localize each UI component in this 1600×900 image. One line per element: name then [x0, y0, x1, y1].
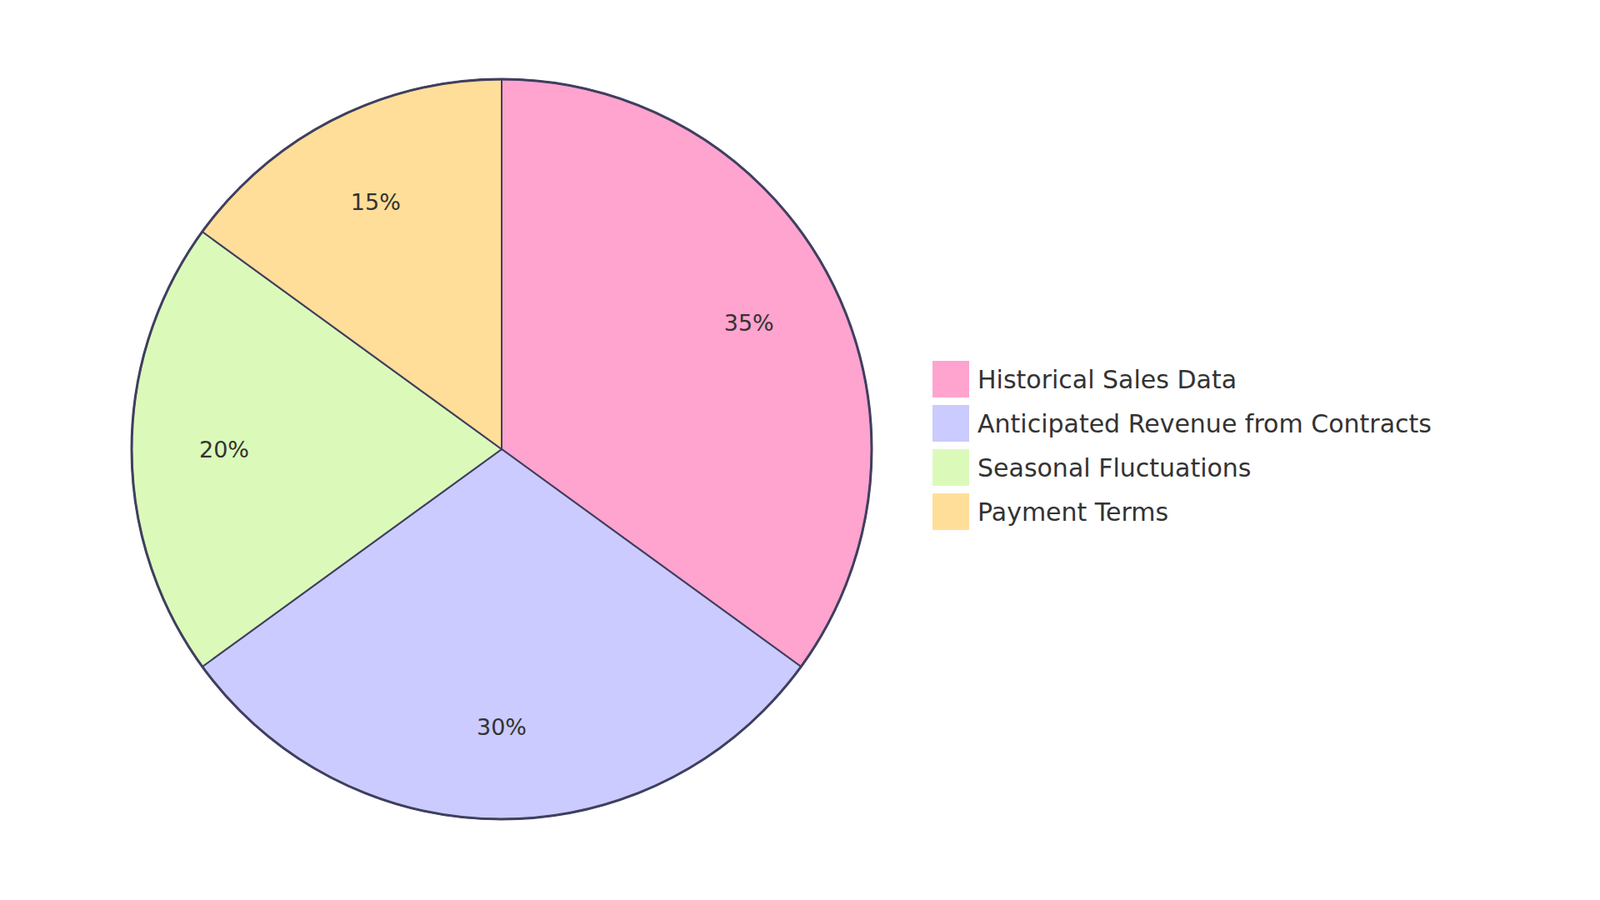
legend-label: Anticipated Revenue from Contracts: [977, 409, 1432, 439]
legend-label: Payment Terms: [977, 497, 1169, 527]
legend-item: Anticipated Revenue from Contracts: [932, 405, 1432, 442]
data-label: 30%: [476, 714, 527, 740]
legend: Historical Sales Data Anticipated Revenue…: [932, 360, 1432, 530]
pie-outline: [131, 79, 872, 820]
legend-item: Payment Terms: [932, 493, 1169, 530]
legend-swatch: [932, 405, 970, 442]
legend-swatch: [932, 360, 970, 398]
legend-item: Historical Sales Data: [932, 360, 1237, 398]
data-label: 20%: [199, 436, 250, 463]
legend-label: Historical Sales Data: [977, 365, 1237, 395]
chart: 35% 30% 20% 15% Historical Sales Data Anticip…: [0, 0, 1600, 900]
legend-swatch: [932, 449, 970, 486]
data-label: 35%: [724, 310, 775, 336]
pie: 35% 30% 20% 15%: [131, 79, 872, 820]
legend-swatch: [932, 493, 970, 530]
data-label: 15%: [350, 189, 401, 215]
legend-item: Seasonal Fluctuations: [932, 449, 1252, 486]
legend-label: Seasonal Fluctuations: [977, 453, 1252, 483]
pie-slice: [202, 79, 502, 450]
